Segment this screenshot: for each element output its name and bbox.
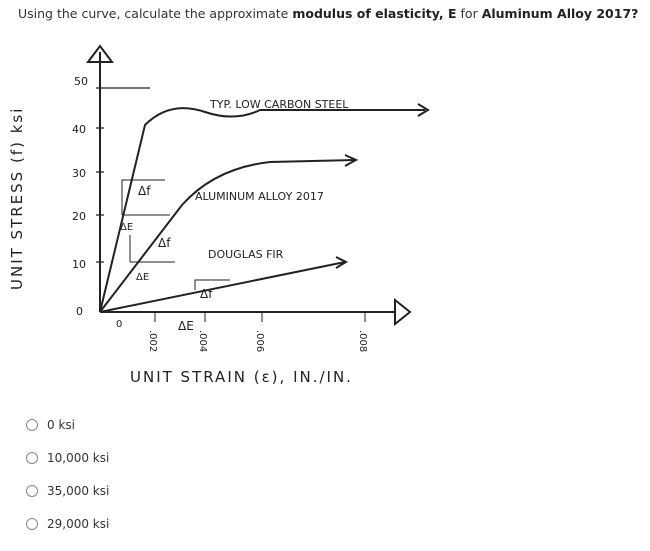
- svg-text:40: 40: [72, 123, 86, 136]
- stress-strain-figure: UNIT STRESS (f) ksi 0 10 20 30 40 50 0 .…: [8, 44, 430, 386]
- svg-text:0: 0: [76, 305, 83, 318]
- x-tick-labels: 0 .002 .004 .006 .008: [116, 319, 368, 352]
- radio-button[interactable]: [26, 485, 38, 497]
- option-35000-ksi[interactable]: 35,000 ksi: [26, 484, 109, 498]
- delta-labels: Δf ΔE Δf ΔE Δf ΔE: [120, 184, 213, 333]
- svg-text:Δf: Δf: [200, 287, 213, 301]
- svg-text:Δf: Δf: [158, 236, 171, 250]
- curve-arrows: [335, 103, 430, 269]
- y-axis-arrow: [86, 44, 114, 63]
- svg-text:50: 50: [74, 75, 88, 88]
- aluminum-curve: [99, 159, 356, 313]
- svg-text:0: 0: [116, 319, 122, 330]
- option-label: 0 ksi: [47, 418, 75, 432]
- question-text: Using the curve, calculate the approxima…: [18, 6, 639, 21]
- option-label: 10,000 ksi: [47, 451, 110, 465]
- svg-text:30: 30: [72, 167, 86, 180]
- y-tick-labels: 0 10 20 30 40 50: [72, 75, 88, 318]
- svg-text:ΔE: ΔE: [120, 222, 133, 233]
- x-axis-label: UNIT STRAIN (ε), IN./IN.: [130, 368, 353, 386]
- radio-button[interactable]: [26, 518, 38, 530]
- fir-label: DOUGLAS FIR: [208, 248, 284, 261]
- svg-text:10: 10: [72, 258, 86, 271]
- delta-triangles: [121, 179, 366, 322]
- y-axis-label: UNIT STRESS (f) ksi: [8, 107, 26, 290]
- x-axis-arrow: [394, 297, 412, 327]
- steel-label: TYP. LOW CARBON STEEL: [209, 98, 349, 111]
- option-10000-ksi[interactable]: 10,000 ksi: [26, 451, 109, 465]
- option-29000-ksi[interactable]: 29,000 ksi: [26, 517, 109, 531]
- svg-text:.002: .002: [147, 330, 158, 352]
- fir-curve: [99, 261, 346, 313]
- option-label: 29,000 ksi: [47, 517, 110, 531]
- option-0-ksi[interactable]: 0 ksi: [26, 418, 75, 432]
- svg-text:.008: .008: [357, 330, 368, 352]
- radio-button[interactable]: [26, 419, 38, 431]
- svg-text:.004: .004: [197, 330, 208, 352]
- svg-text:Δf: Δf: [138, 184, 151, 198]
- option-label: 35,000 ksi: [47, 484, 110, 498]
- steel-curve: [99, 107, 425, 313]
- svg-text:ΔE: ΔE: [136, 272, 149, 283]
- svg-text:.006: .006: [254, 330, 265, 352]
- svg-text:20: 20: [72, 210, 86, 223]
- radio-button[interactable]: [26, 452, 38, 464]
- y-ticks: [96, 87, 150, 263]
- aluminum-label: ALUMINUM ALLOY 2017: [195, 190, 324, 203]
- svg-text:ΔE: ΔE: [178, 319, 194, 333]
